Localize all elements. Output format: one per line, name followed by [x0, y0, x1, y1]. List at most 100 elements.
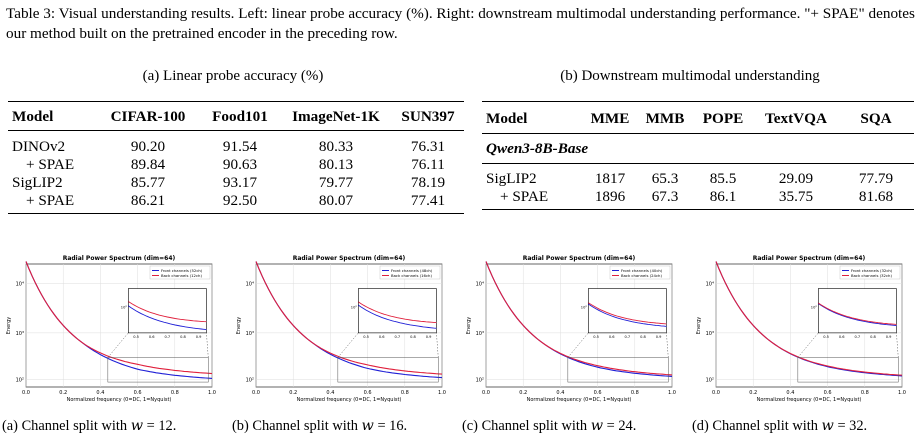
- header-textvqa: TextVQA: [765, 110, 827, 127]
- spectrum-plot-d: Radial Power Spectrum (dim=64) 0.0 0.2 0.4 0…: [694, 252, 909, 412]
- header-mme: MME: [590, 110, 630, 127]
- inset-y-tick-label: 10²: [121, 306, 128, 310]
- legend-box: [609, 265, 671, 280]
- cell-value: 80.33: [318, 138, 354, 155]
- table-caption: Table 3: Visual understanding results. L…: [6, 5, 915, 42]
- x-axis-label: Normalized frequency (0=DC, 1=Nyquist): [757, 397, 862, 403]
- x-tick-label: 0.2: [749, 390, 757, 396]
- caption-text: = 24.: [603, 418, 637, 434]
- inset-x-tick-label: 0.8: [180, 335, 186, 339]
- inset-x-tick-label: 0.5: [133, 335, 139, 339]
- y-tick-label: 10²: [706, 378, 714, 384]
- inset-back-line: [128, 301, 207, 323]
- legend-box: [379, 265, 441, 280]
- y-axis-label: Energy: [466, 317, 472, 335]
- spectrum-chart: Radial Power Spectrum (dim=64) 0.0 0.2 0.4 0…: [6, 255, 216, 403]
- inset-x-tick-label: 0.9: [426, 335, 432, 339]
- x-tick-label: 0.4: [96, 390, 104, 396]
- zoom-connector: [896, 332, 899, 358]
- inset-x-tick-label: 0.9: [886, 335, 892, 339]
- cell-value: 77.79: [858, 170, 894, 187]
- legend-label: Front channels (32ch): [851, 268, 893, 273]
- model-name: SigLIP2: [12, 174, 63, 191]
- back-series-line: [715, 261, 903, 376]
- table-a-subcaption: (a) Linear probe accuracy (%): [142, 68, 324, 84]
- linear-probe-table: Model CIFAR-100 Food101 ImageNet-1K SUN3…: [8, 101, 464, 214]
- caption-text: (c) Channel split with: [462, 418, 591, 434]
- cell-value: 91.54: [222, 138, 258, 155]
- x-tick-label: 0.8: [631, 390, 639, 396]
- header-cifar100: CIFAR-100: [110, 108, 186, 125]
- cell-value: 86.1: [709, 188, 737, 205]
- table-row: + SPAE 89.84 90.63 80.13 76.11: [8, 156, 464, 174]
- plot-title: Radial Power Spectrum (dim=64): [753, 255, 866, 262]
- inset-x-tick-label: 0.7: [855, 335, 861, 339]
- spectrum-chart: Radial Power Spectrum (dim=64) 0.0 0.2 0.4 0…: [236, 255, 446, 403]
- cell-value: 92.50: [222, 192, 258, 209]
- figure-caption-a: (a) Channel split with w = 12.: [2, 418, 176, 435]
- cell-value: 65.3: [651, 170, 679, 187]
- cell-value: 93.17: [222, 174, 258, 191]
- header-model: Model: [486, 110, 528, 127]
- x-tick-label: 1.0: [898, 390, 906, 396]
- y-tick-label: 10⁴: [706, 282, 714, 288]
- figure-caption-c: (c) Channel split with w = 24.: [462, 418, 636, 435]
- zoom-region: [337, 357, 439, 383]
- model-name: + SPAE: [26, 192, 75, 209]
- inset-y-tick-label: 10²: [351, 306, 358, 310]
- inset-frame: [128, 288, 207, 334]
- legend-label: Back channels (24ch): [621, 273, 662, 278]
- x-tick-label: 0.4: [326, 390, 334, 396]
- zoom-connector: [107, 332, 129, 358]
- inset-x-tick-label: 0.8: [640, 335, 646, 339]
- header-food101: Food101: [212, 108, 268, 125]
- cell-value: 76.31: [410, 138, 446, 155]
- legend-box: [149, 265, 211, 280]
- legend-label: Front channels (40ch): [621, 268, 663, 273]
- x-tick-label: 1.0: [208, 390, 216, 396]
- y-tick-label: 10⁴: [246, 282, 254, 288]
- caption-text: (b) Channel split with: [232, 418, 362, 434]
- x-tick-label: 1.0: [668, 390, 676, 396]
- header-imagenet1k: ImageNet-1K: [292, 108, 380, 125]
- cell-value: 90.20: [130, 138, 166, 155]
- inset-x-tick-label: 0.7: [395, 335, 401, 339]
- cell-value: 1896: [594, 188, 626, 205]
- inset-x-tick-label: 0.9: [656, 335, 662, 339]
- header-mmb: MMB: [645, 110, 685, 127]
- table-row: DINOv2 90.20 91.54 80.33 76.31: [8, 130, 464, 157]
- x-tick-label: 0.0: [22, 390, 30, 396]
- zoom-region: [567, 357, 669, 383]
- x-tick-label: 0.8: [401, 390, 409, 396]
- caption-text: (d) Channel split with: [692, 418, 822, 434]
- section-row: Qwen3-8B-Base: [482, 133, 914, 164]
- y-tick-label: 10⁴: [476, 282, 484, 288]
- header-sun397: SUN397: [401, 108, 455, 125]
- inset-frame: [358, 288, 437, 334]
- plot-title: Radial Power Spectrum (dim=64): [293, 255, 406, 262]
- y-tick-label: 10²: [246, 378, 254, 384]
- header-model: Model: [12, 108, 54, 125]
- inset-back-line: [358, 301, 437, 324]
- cell-value: 77.41: [410, 192, 446, 209]
- legend-label: Back channels (32ch): [851, 273, 892, 278]
- cell-value: 67.3: [651, 188, 679, 205]
- caption-text: = 16.: [373, 418, 408, 434]
- legend-label: Front channels (52ch): [161, 268, 203, 273]
- spectrum-plot-c: Radial Power Spectrum (dim=64) 0.0 0.2 0.4 0…: [464, 252, 679, 412]
- table-row: SigLIP2 1817 65.3 85.5 29.09 77.79: [482, 164, 914, 189]
- x-tick-label: 0.8: [171, 390, 179, 396]
- inset-x-tick-label: 0.7: [165, 335, 171, 339]
- cell-value: 85.77: [130, 174, 166, 191]
- y-axis-label: Energy: [6, 317, 12, 335]
- x-tick-label: 0.6: [364, 390, 372, 396]
- inset-back-line: [818, 302, 897, 325]
- y-tick-label: 10³: [16, 331, 24, 337]
- y-axis-label: Energy: [236, 317, 242, 335]
- y-tick-label: 10³: [706, 331, 714, 337]
- x-tick-label: 0.4: [556, 390, 564, 396]
- cell-value: 89.84: [130, 156, 166, 173]
- header-pope: POPE: [702, 110, 744, 127]
- inset-front-line: [128, 305, 207, 331]
- model-name: + SPAE: [26, 156, 75, 173]
